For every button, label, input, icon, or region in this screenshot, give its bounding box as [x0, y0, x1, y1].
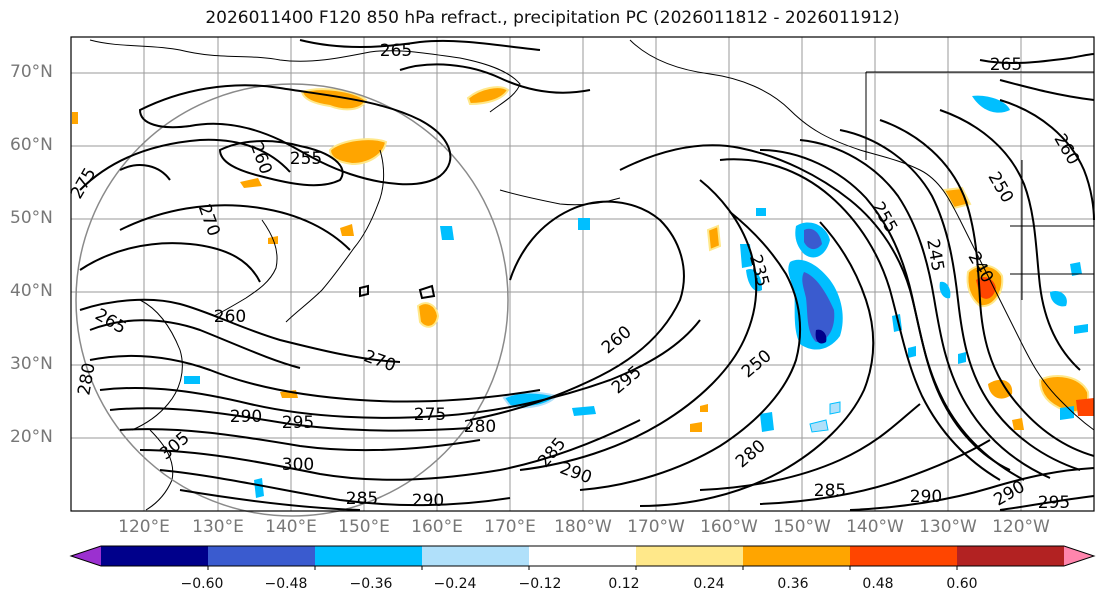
refractivity-contours [79, 39, 1095, 511]
colorbar-tick-label: 0.48 [862, 576, 894, 592]
contour-label: 280 [464, 417, 496, 437]
colorbar-tick-label: −0.60 [180, 576, 224, 592]
colorbar-segment [208, 546, 316, 566]
contour-label: 295 [282, 413, 314, 433]
map-title: 2026011400 F120 850 hPa refract., precip… [205, 8, 900, 28]
contour-label: 300 [282, 455, 314, 475]
colorbar-extend-high [1064, 546, 1094, 566]
contour-label: 260 [214, 307, 246, 327]
longitude-label: 140°W [846, 517, 904, 537]
colorbar-tick-label: −0.24 [433, 576, 477, 592]
colorbar [69, 545, 1096, 570]
latitude-label: 70°N [10, 62, 53, 82]
longitude-label: 160°E [411, 517, 463, 537]
colorbar-tick-label: −0.48 [264, 576, 308, 592]
contour-label: 285 [814, 481, 846, 501]
contour-label: 295 [1038, 493, 1070, 513]
range-circle [75, 83, 509, 517]
colorbar-extend-low [71, 546, 101, 566]
contour-label: 265 [990, 55, 1022, 75]
contour-label: 285 [346, 489, 378, 509]
longitude-label: 150°W [773, 517, 831, 537]
longitude-label: 130°W [919, 517, 977, 537]
colorbar-segment [101, 546, 209, 566]
contour-label: 255 [290, 149, 322, 169]
colorbar-segment [636, 546, 744, 566]
longitude-label: 180°W [554, 517, 612, 537]
colorbar-segment [957, 546, 1065, 566]
colorbar-segment [422, 546, 530, 566]
colorbar-outline [69, 545, 1096, 567]
colorbar-tick-label: 0.24 [693, 576, 725, 592]
longitude-label: 130°E [192, 517, 244, 537]
colorbar-tick-label: 0.12 [608, 576, 640, 592]
contour-label: 290 [230, 407, 262, 427]
contour-label: 290 [910, 487, 942, 507]
colorbar-tick-label: −0.36 [349, 576, 393, 592]
coastlines [89, 39, 1095, 511]
contour-label: 265 [380, 41, 412, 61]
colorbar-segment [315, 546, 423, 566]
contour-label: 290 [412, 491, 444, 511]
contour-label: 275 [414, 405, 446, 425]
precipitation-shading [72, 86, 1094, 498]
longitude-label: 170°E [484, 517, 536, 537]
longitude-label: 150°E [338, 517, 390, 537]
latitude-label: 30°N [10, 354, 53, 374]
latitude-label: 50°N [10, 208, 53, 228]
longitude-label: 120°E [118, 517, 170, 537]
colorbar-tick-label: 0.36 [777, 576, 809, 592]
longitude-label: 140°E [265, 517, 317, 537]
longitude-label: 160°W [700, 517, 758, 537]
longitude-label: 170°W [627, 517, 685, 537]
latitude-label: 60°N [10, 135, 53, 155]
colorbar-segment [529, 546, 637, 566]
colorbar-tick-label: −0.12 [518, 576, 562, 592]
graticule [71, 37, 1094, 511]
colorbar-segment [743, 546, 851, 566]
latitude-label: 20°N [10, 427, 53, 447]
colorbar-tick-label: 0.60 [946, 576, 978, 592]
map-area: 265 265 260 255 275 270 265 260 270 280 … [67, 36, 1095, 517]
colorbar-segment [850, 546, 958, 566]
longitude-label: 120°W [992, 517, 1050, 537]
latitude-label: 40°N [10, 281, 53, 301]
